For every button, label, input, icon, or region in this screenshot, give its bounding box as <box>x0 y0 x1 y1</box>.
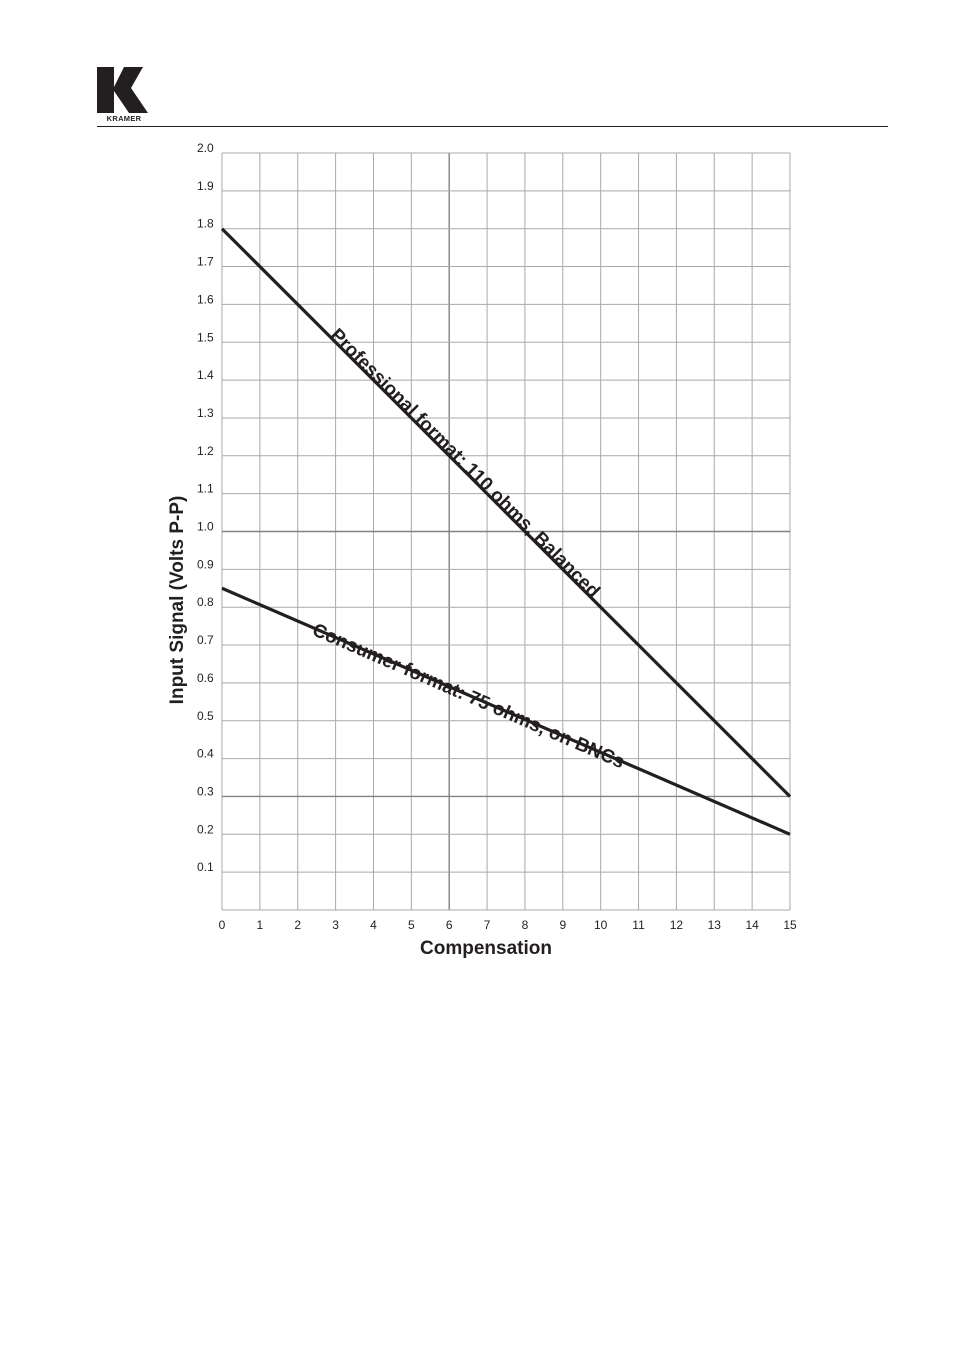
chart-grid <box>221 152 791 911</box>
series-line-0 <box>220 227 792 798</box>
y-tick-label: 0.4 <box>197 747 214 761</box>
y-tick-label: 0.8 <box>197 595 214 609</box>
y-tick-label: 0.5 <box>197 709 214 723</box>
y-tick-label: 1.9 <box>197 179 214 193</box>
kramer-logo: KRAMER <box>97 67 151 123</box>
x-tick-label: 8 <box>522 918 529 932</box>
x-tick-label: 14 <box>745 918 759 932</box>
series-labels: Professional format: 110 ohms, Balanced C… <box>309 325 627 773</box>
y-tick-label: 1.6 <box>197 292 214 306</box>
y-tick-label: 1.0 <box>197 520 214 534</box>
y-tick-label: 1.3 <box>197 406 214 420</box>
x-tick-label: 10 <box>594 918 608 932</box>
x-axis-label: Compensation <box>420 938 552 959</box>
page-header: KRAMER <box>0 0 954 130</box>
y-axis-label: Input Signal (Volts P-P) <box>167 496 188 705</box>
x-tick-label: 3 <box>332 918 339 932</box>
y-tick-label: 1.1 <box>197 482 214 496</box>
series-line-1 <box>221 586 791 836</box>
x-tick-label: 5 <box>408 918 415 932</box>
y-tick-label: 2.0 <box>197 141 214 155</box>
chart-container: 0.1 0.2 0.3 0.4 0.5 0.6 0.7 0.8 0.9 1.0 1.1 1.2 1.3 1… <box>167 141 797 959</box>
y-tick-label: 0.1 <box>197 860 214 874</box>
y-tick-label: 0.7 <box>197 633 214 647</box>
y-tick-label: 1.8 <box>197 217 214 231</box>
x-tick-label: 2 <box>294 918 301 932</box>
x-tick-label: 9 <box>559 918 566 932</box>
y-tick-label: 1.2 <box>197 444 214 458</box>
logo-text: KRAMER <box>106 114 142 123</box>
y-tick-label: 0.6 <box>197 671 214 685</box>
x-tick-label: 4 <box>370 918 377 932</box>
header-rule <box>97 126 888 127</box>
kramer-k-icon <box>97 67 148 113</box>
y-tick-label: 1.5 <box>197 330 214 344</box>
x-tick-labels: 0 1 2 3 4 5 6 7 8 9 10 11 12 13 14 15 <box>219 918 797 932</box>
series-label-1: Consumer format: 75 ohms, on BNCs <box>309 620 627 774</box>
y-tick-label: 0.2 <box>197 822 214 836</box>
x-tick-label: 1 <box>257 918 264 932</box>
chart-series <box>220 227 792 836</box>
x-tick-label: 13 <box>708 918 722 932</box>
y-tick-label: 0.3 <box>197 784 214 798</box>
y-tick-label: 0.9 <box>197 557 214 571</box>
x-tick-label: 0 <box>219 918 226 932</box>
y-tick-label: 1.4 <box>197 368 214 382</box>
y-tick-labels: 0.1 0.2 0.3 0.4 0.5 0.6 0.7 0.8 0.9 1.0 1.1 1.2 1.3 1… <box>197 141 214 874</box>
line-chart: 0.1 0.2 0.3 0.4 0.5 0.6 0.7 0.8 0.9 1.0 1.1 1.2 1.3 1… <box>167 141 797 959</box>
x-tick-label: 6 <box>446 918 453 932</box>
x-tick-label: 12 <box>670 918 684 932</box>
x-tick-label: 7 <box>484 918 491 932</box>
y-tick-label: 1.7 <box>197 255 214 269</box>
x-tick-label: 11 <box>632 918 645 932</box>
series-label-0: Professional format: 110 ohms, Balanced <box>326 325 604 603</box>
x-tick-label: 15 <box>783 918 797 932</box>
